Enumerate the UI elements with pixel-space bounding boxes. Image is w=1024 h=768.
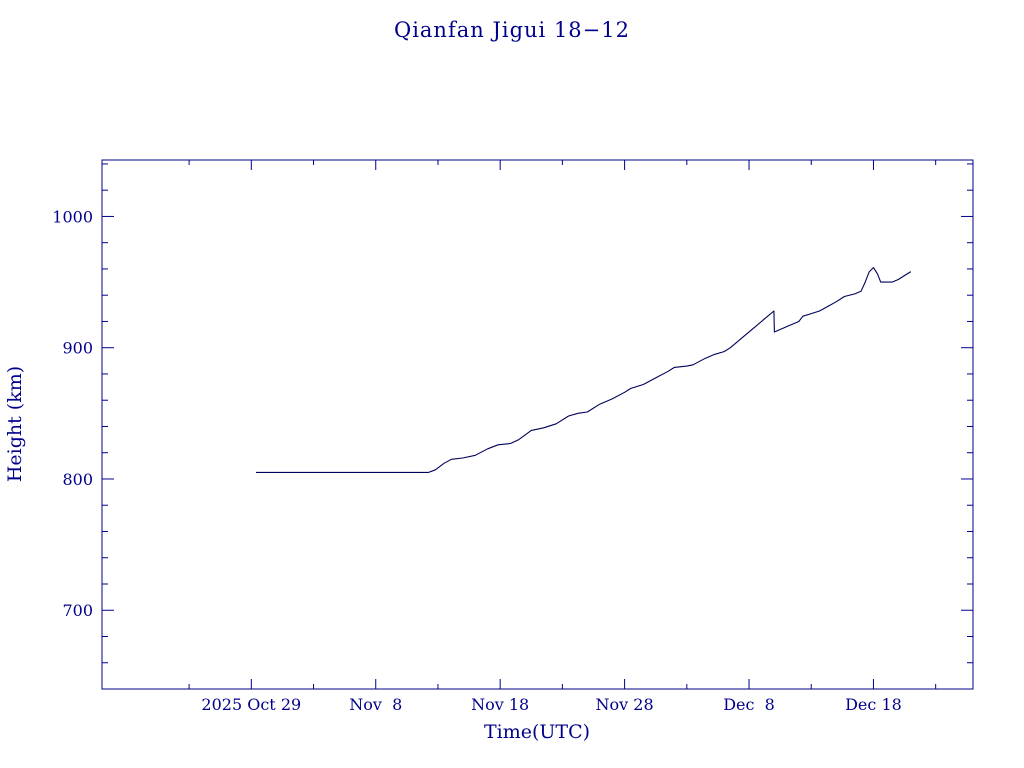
x-tick-label: Dec 18 — [845, 695, 902, 714]
x-tick-label: Nov 28 — [596, 695, 654, 714]
x-axis-ticks — [188, 160, 937, 689]
height-series-line — [256, 267, 912, 473]
y-tick-label: 900 — [62, 339, 93, 358]
x-tick-label: Dec 8 — [723, 695, 775, 714]
y-axis-ticks — [102, 163, 973, 690]
x-tick-label: 2025 Oct 29 — [201, 695, 301, 714]
y-axis-tick-labels: 700 800 900 1000 — [52, 207, 93, 620]
chart-title: Qianfan Jigui 18−12 — [394, 18, 630, 42]
x-axis-tick-labels: 2025 Oct 29 Nov 8 Nov 18 Nov 28 Dec 8 Dec 18 — [201, 695, 901, 714]
plot-frame — [101, 159, 974, 690]
y-tick-label: 1000 — [52, 207, 93, 226]
y-tick-label: 800 — [62, 470, 93, 489]
y-tick-label: 700 — [62, 601, 93, 620]
x-tick-label: Nov 8 — [349, 695, 402, 714]
x-tick-label: Nov 18 — [471, 695, 529, 714]
x-axis-label: Time(UTC) — [484, 721, 590, 743]
y-axis-label: Height (km) — [4, 366, 26, 482]
